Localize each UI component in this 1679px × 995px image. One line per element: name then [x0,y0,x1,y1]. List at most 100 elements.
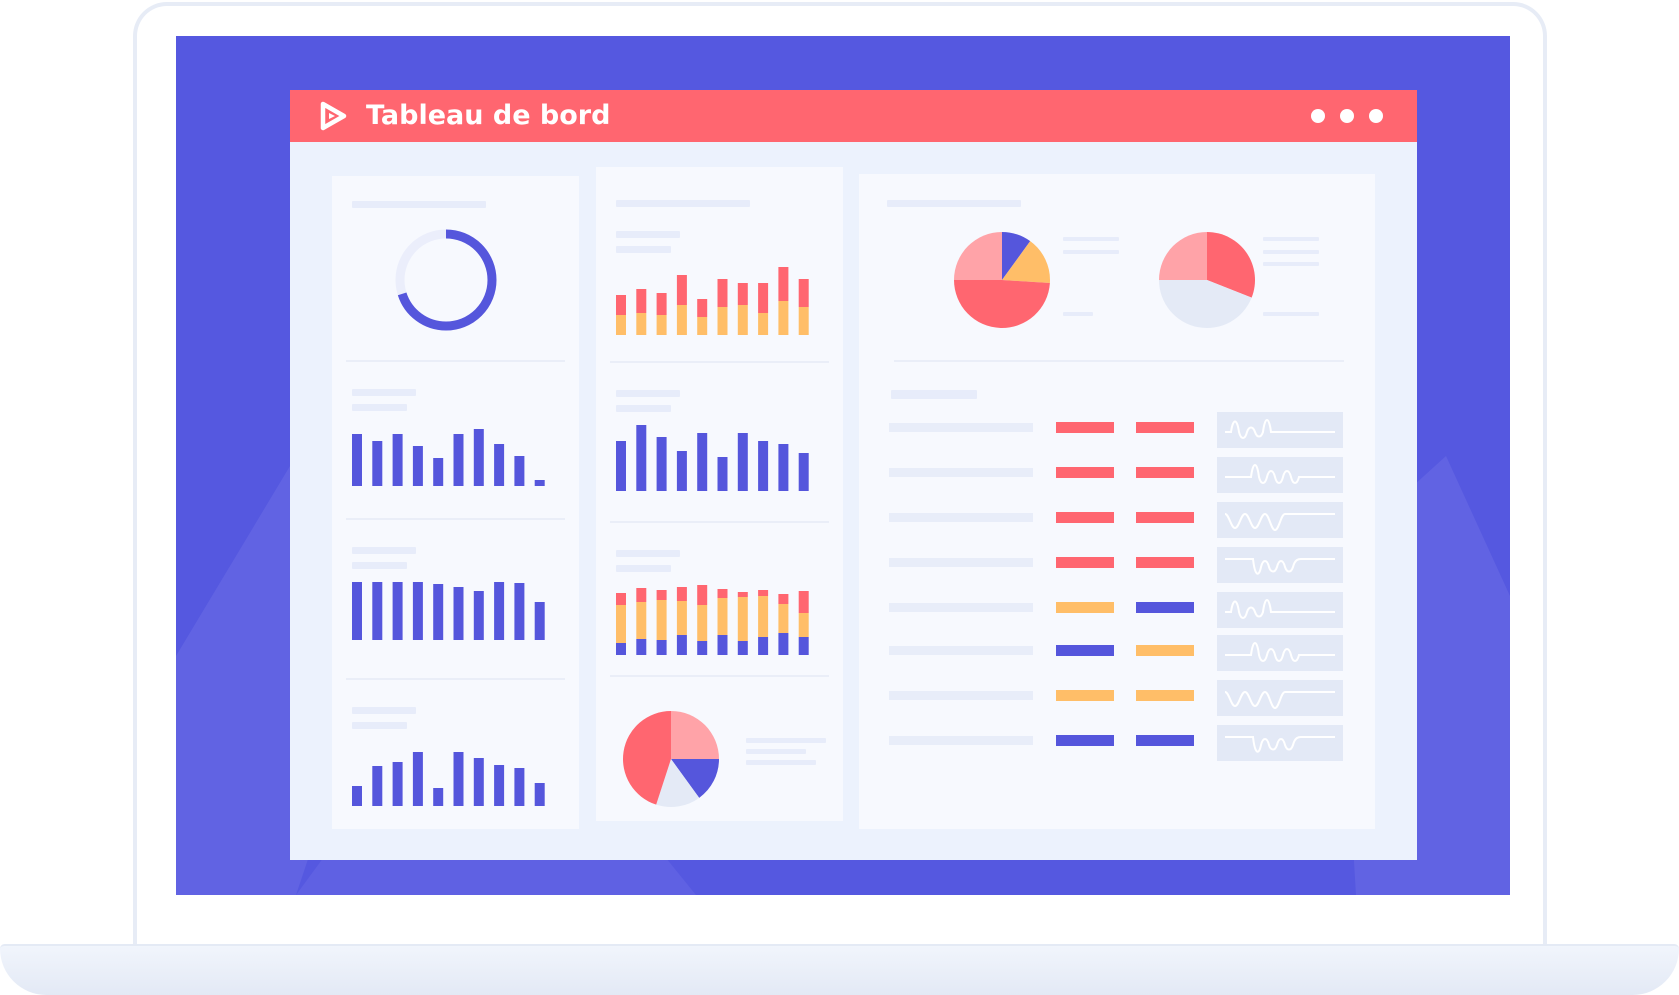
sparkline-box [1217,635,1343,671]
bar [412,582,423,640]
placeholder-line [616,246,671,253]
legend-line [1063,312,1093,316]
placeholder-line [352,389,416,396]
bar-segment [636,588,647,602]
bar [433,458,444,486]
donut-value-arc [395,229,497,331]
divider [894,360,1344,362]
table-row [889,725,1343,761]
bar [453,434,464,486]
placeholder-line [352,201,486,208]
bar-segment [697,585,708,605]
bar [737,433,748,491]
row-label-placeholder [889,691,1033,700]
placeholder-line [616,200,750,207]
sparkline-box [1217,502,1343,538]
bar [473,591,484,640]
middle-stacked-bar-chart-3 [616,585,809,655]
bar-segment [737,305,748,335]
bar-segment [697,641,708,655]
table-heading-placeholder [891,390,977,399]
play-triangle-icon[interactable] [318,100,348,132]
sparkline-path [1225,736,1335,753]
sparkline-box [1217,412,1343,448]
bar-segment [616,605,626,643]
divider [610,361,829,363]
pie-slice [656,759,700,807]
sparkline [1225,419,1335,439]
row-status-bar [1056,690,1114,701]
row-status-bar [1056,512,1114,523]
middle-pie-chart [623,711,719,807]
bar [494,765,505,806]
bar [392,762,403,806]
bar-segment [636,602,647,639]
divider [346,518,565,520]
bar-segment [737,641,748,655]
table-row [889,457,1343,493]
bar-segment [676,275,687,305]
more-horizontal-icon[interactable] [1311,90,1401,142]
pie-slice [954,232,1002,280]
bar-segment [758,313,769,335]
bar [412,752,423,806]
row-status-bar [1136,690,1194,701]
divider [610,521,829,523]
bar-segment [616,295,626,315]
row-status-bar [1136,557,1194,568]
table-row [889,412,1343,448]
bar [392,582,403,640]
divider [346,360,565,362]
legend-line [746,749,806,754]
bar [534,783,545,806]
sparkline-path [1225,599,1335,619]
sparkline [1225,736,1335,753]
laptop-base [0,944,1679,995]
placeholder-line [352,562,407,569]
bar-segment [778,301,789,335]
dashboard-window: Tableau de bord [290,90,1417,860]
bar-segment [778,594,789,604]
bar [534,480,545,486]
bar [433,584,444,640]
table-row [889,502,1343,538]
bar-segment [616,315,626,335]
bar-segment [717,279,728,307]
legend-line [746,760,816,765]
middle-panel [596,167,843,821]
placeholder-line [887,200,1021,207]
bar-segment [717,589,728,598]
bar-segment [697,605,708,641]
left-bar-chart-2 [352,582,545,640]
bar [778,444,789,491]
table-row [889,547,1343,583]
bar [514,583,525,640]
row-label-placeholder [889,646,1033,655]
row-label-placeholder [889,468,1033,477]
bar [758,441,769,491]
placeholder-line [352,707,416,714]
row-status-bar [1056,467,1114,478]
row-status-bar [1136,467,1194,478]
pie-slice [1159,232,1207,280]
pie-slice [1207,232,1255,298]
divider [346,678,565,680]
placeholder-line [616,405,671,412]
pie-slice [1002,232,1031,280]
sparkline [1225,599,1335,619]
placeholder-line [616,231,680,238]
sparkline [1224,512,1335,532]
legend-line [1063,237,1119,241]
pie-slice [1159,280,1252,328]
bar [798,453,809,491]
left-panel [332,176,579,829]
title-bar: Tableau de bord [290,90,1417,142]
bar-segment [636,313,647,335]
right-panel [859,174,1375,829]
row-status-bar [1056,735,1114,746]
left-bar-chart-3 [352,752,545,806]
bar [372,766,383,806]
bar-segment [758,596,769,637]
bar [453,752,464,806]
bar [494,582,505,640]
